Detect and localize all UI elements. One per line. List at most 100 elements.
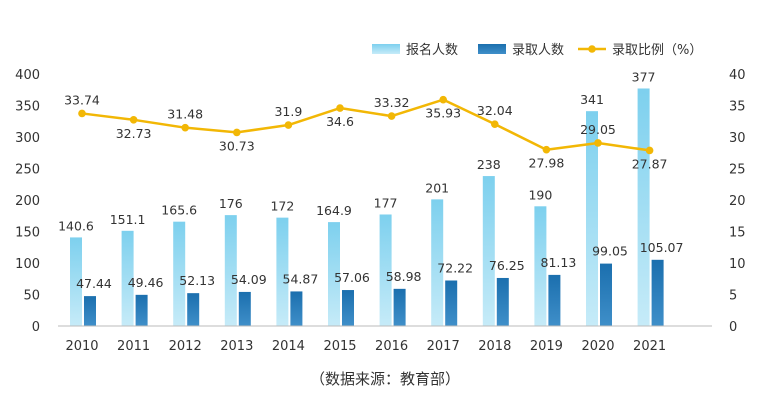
label-ratio: 31.9 bbox=[274, 104, 302, 119]
label-admitted: 58.98 bbox=[386, 269, 422, 284]
label-admitted: 47.44 bbox=[76, 276, 112, 291]
ratio-point bbox=[129, 116, 138, 124]
y-tick-right: 5 bbox=[729, 289, 737, 304]
y-tick-right: 20 bbox=[729, 194, 746, 209]
y-tick-left: 100 bbox=[15, 257, 40, 272]
ratio-point bbox=[542, 145, 551, 154]
legend-swatch-marker bbox=[588, 45, 596, 53]
label-applicants: 341 bbox=[580, 92, 604, 107]
y-tick-left: 250 bbox=[15, 163, 40, 178]
label-admitted: 54.09 bbox=[231, 272, 267, 287]
x-tick: 2012 bbox=[169, 339, 202, 354]
y-tick-right: 35 bbox=[729, 100, 746, 115]
label-ratio: 32.04 bbox=[477, 103, 513, 118]
ratio-line-path bbox=[81, 98, 650, 152]
label-applicants: 190 bbox=[528, 187, 552, 202]
bar-applicants bbox=[173, 221, 186, 326]
data-labels: 140.6 151.1 165.6 176 172 164.9 177 201 238 190 34… bbox=[58, 69, 683, 291]
x-tick: 2021 bbox=[633, 339, 666, 354]
bar-applicants bbox=[431, 199, 444, 326]
y-tick-right: 30 bbox=[729, 131, 746, 146]
bar-applicants bbox=[482, 176, 495, 326]
label-admitted: 72.22 bbox=[437, 261, 473, 276]
ratio-point bbox=[594, 139, 602, 147]
label-applicants: 377 bbox=[632, 69, 656, 84]
label-admitted: 81.13 bbox=[541, 255, 577, 270]
y-tick-right: 0 bbox=[729, 320, 737, 335]
label-ratio: 30.73 bbox=[219, 138, 255, 153]
x-tick: 2015 bbox=[323, 339, 356, 354]
bar-admitted bbox=[445, 280, 458, 326]
label-applicants: 164.9 bbox=[316, 203, 352, 218]
legend-label: 录取人数 bbox=[512, 43, 564, 58]
label-ratio: 32.73 bbox=[116, 126, 152, 141]
y-tick-left: 350 bbox=[15, 100, 40, 115]
bar-admitted bbox=[496, 277, 509, 326]
label-ratio: 34.6 bbox=[326, 114, 354, 129]
x-tick: 2010 bbox=[65, 339, 98, 354]
label-admitted: 57.06 bbox=[334, 270, 370, 285]
y-tick-right: 25 bbox=[729, 163, 746, 178]
ratio-point bbox=[491, 120, 499, 128]
label-applicants: 151.1 bbox=[110, 212, 146, 227]
bar-applicants bbox=[534, 206, 547, 326]
x-tick: 2019 bbox=[530, 339, 563, 354]
x-tick: 2016 bbox=[375, 339, 408, 354]
label-applicants: 140.6 bbox=[58, 218, 94, 233]
bar-admitted bbox=[600, 263, 612, 326]
y-tick-left: 200 bbox=[15, 194, 40, 209]
label-applicants: 165.6 bbox=[161, 203, 197, 218]
label-admitted: 76.25 bbox=[489, 258, 525, 273]
label-applicants: 238 bbox=[477, 157, 501, 172]
x-tick: 2020 bbox=[581, 339, 614, 354]
label-ratio: 31.48 bbox=[167, 107, 203, 122]
ratio-point bbox=[645, 146, 654, 155]
y-tick-left: 300 bbox=[15, 131, 40, 146]
y-tick-left: 50 bbox=[23, 289, 40, 304]
label-admitted: 52.13 bbox=[179, 273, 215, 288]
label-ratio: 33.74 bbox=[64, 92, 100, 107]
x-tick: 2011 bbox=[117, 339, 150, 354]
label-applicants: 172 bbox=[270, 199, 294, 214]
bars bbox=[70, 88, 664, 327]
source-note: （数据来源：教育部） bbox=[309, 370, 460, 388]
bar-admitted bbox=[342, 290, 354, 326]
ratio-point bbox=[387, 112, 396, 120]
y-axis-right: 0 5 10 15 20 25 30 35 40 bbox=[729, 68, 746, 335]
bar-applicants bbox=[586, 111, 598, 326]
label-ratio: 27.98 bbox=[529, 156, 565, 171]
y-axis-left: 0 50 100 150 200 250 300 350 400 bbox=[15, 68, 40, 335]
bar-applicants bbox=[379, 214, 392, 326]
y-tick-left: 150 bbox=[15, 226, 40, 241]
bar-applicants bbox=[637, 88, 650, 327]
bar-admitted bbox=[238, 291, 251, 326]
label-applicants: 177 bbox=[374, 195, 398, 210]
bar-admitted bbox=[187, 293, 200, 326]
x-tick: 2014 bbox=[272, 339, 305, 354]
legend-swatch bbox=[478, 44, 506, 54]
ratio-point bbox=[78, 109, 86, 118]
ratio-point bbox=[181, 123, 189, 132]
ratio-point bbox=[336, 104, 344, 112]
bar-admitted bbox=[84, 296, 96, 326]
y-tick-right: 40 bbox=[729, 68, 746, 83]
label-admitted: 99.05 bbox=[592, 244, 628, 259]
bar-applicants bbox=[121, 230, 134, 326]
ratio-line bbox=[78, 95, 654, 155]
bar-admitted bbox=[135, 294, 148, 326]
x-axis: 2010 2011 2012 2013 2014 2015 2016 2017 2018 2019… bbox=[65, 339, 666, 354]
bar-applicants bbox=[70, 237, 82, 326]
label-ratio: 29.05 bbox=[580, 122, 616, 137]
y-tick-right: 10 bbox=[729, 257, 746, 272]
label-admitted: 54.87 bbox=[283, 271, 319, 286]
label-ratio: 35.93 bbox=[425, 106, 461, 121]
bar-admitted bbox=[290, 291, 303, 326]
y-tick-right: 15 bbox=[729, 226, 746, 241]
bar-applicants bbox=[224, 215, 237, 326]
y-tick-left: 0 bbox=[32, 320, 40, 335]
label-admitted: 105.07 bbox=[640, 240, 684, 255]
y-tick-left: 400 bbox=[15, 68, 40, 83]
x-tick: 2017 bbox=[427, 339, 460, 354]
ratio-point bbox=[284, 121, 293, 129]
